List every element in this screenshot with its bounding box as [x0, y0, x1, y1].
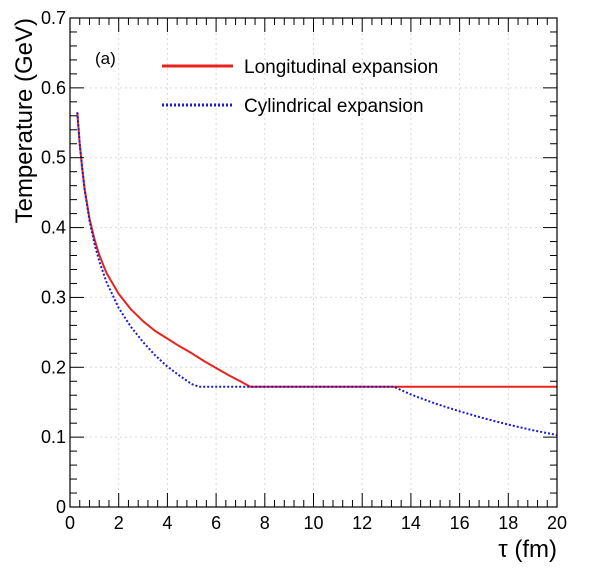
legend: Longitudinal expansion Cylindrical expan…	[162, 57, 438, 117]
y-tick-label: 0.5	[41, 148, 66, 168]
x-tick-label: 8	[260, 513, 270, 533]
y-axis-label: Temperature (GeV)	[11, 18, 38, 223]
x-tick-label: 14	[401, 513, 421, 533]
y-tick-label: 0.2	[41, 357, 66, 377]
legend-label-longitudinal: Longitudinal expansion	[244, 57, 438, 78]
y-tick-label: 0.3	[41, 287, 66, 307]
x-tick-label: 4	[162, 513, 172, 533]
y-tick-label: 0.7	[41, 8, 66, 28]
x-tick-label: 12	[352, 513, 372, 533]
x-tick-label: 10	[303, 513, 323, 533]
series-line-cylindrical	[76, 112, 558, 436]
x-axis-label: τ (fm)	[498, 536, 557, 563]
y-tick-label: 0	[56, 497, 66, 517]
x-tick-label: 20	[547, 513, 567, 533]
plot-lines	[76, 112, 558, 436]
axis-ticks	[69, 17, 558, 508]
y-tick-label: 0.6	[41, 78, 66, 98]
x-tick-label: 6	[211, 513, 221, 533]
x-tick-label: 2	[114, 513, 124, 533]
y-tick-label: 0.1	[41, 427, 66, 447]
x-tick-label: 0	[65, 513, 75, 533]
legend-label-cylindrical: Cylindrical expansion	[244, 96, 424, 117]
grid	[70, 18, 557, 507]
panel-label: (a)	[95, 49, 116, 68]
x-tick-label: 16	[450, 513, 470, 533]
x-tick-label: 18	[498, 513, 518, 533]
tick-labels: 0 2 4 6 8 10 12 14 16 18 20 0 0.1 0.2 0.3 0.4 0.5 0.6 0.7	[41, 8, 567, 533]
y-tick-label: 0.4	[41, 218, 66, 238]
